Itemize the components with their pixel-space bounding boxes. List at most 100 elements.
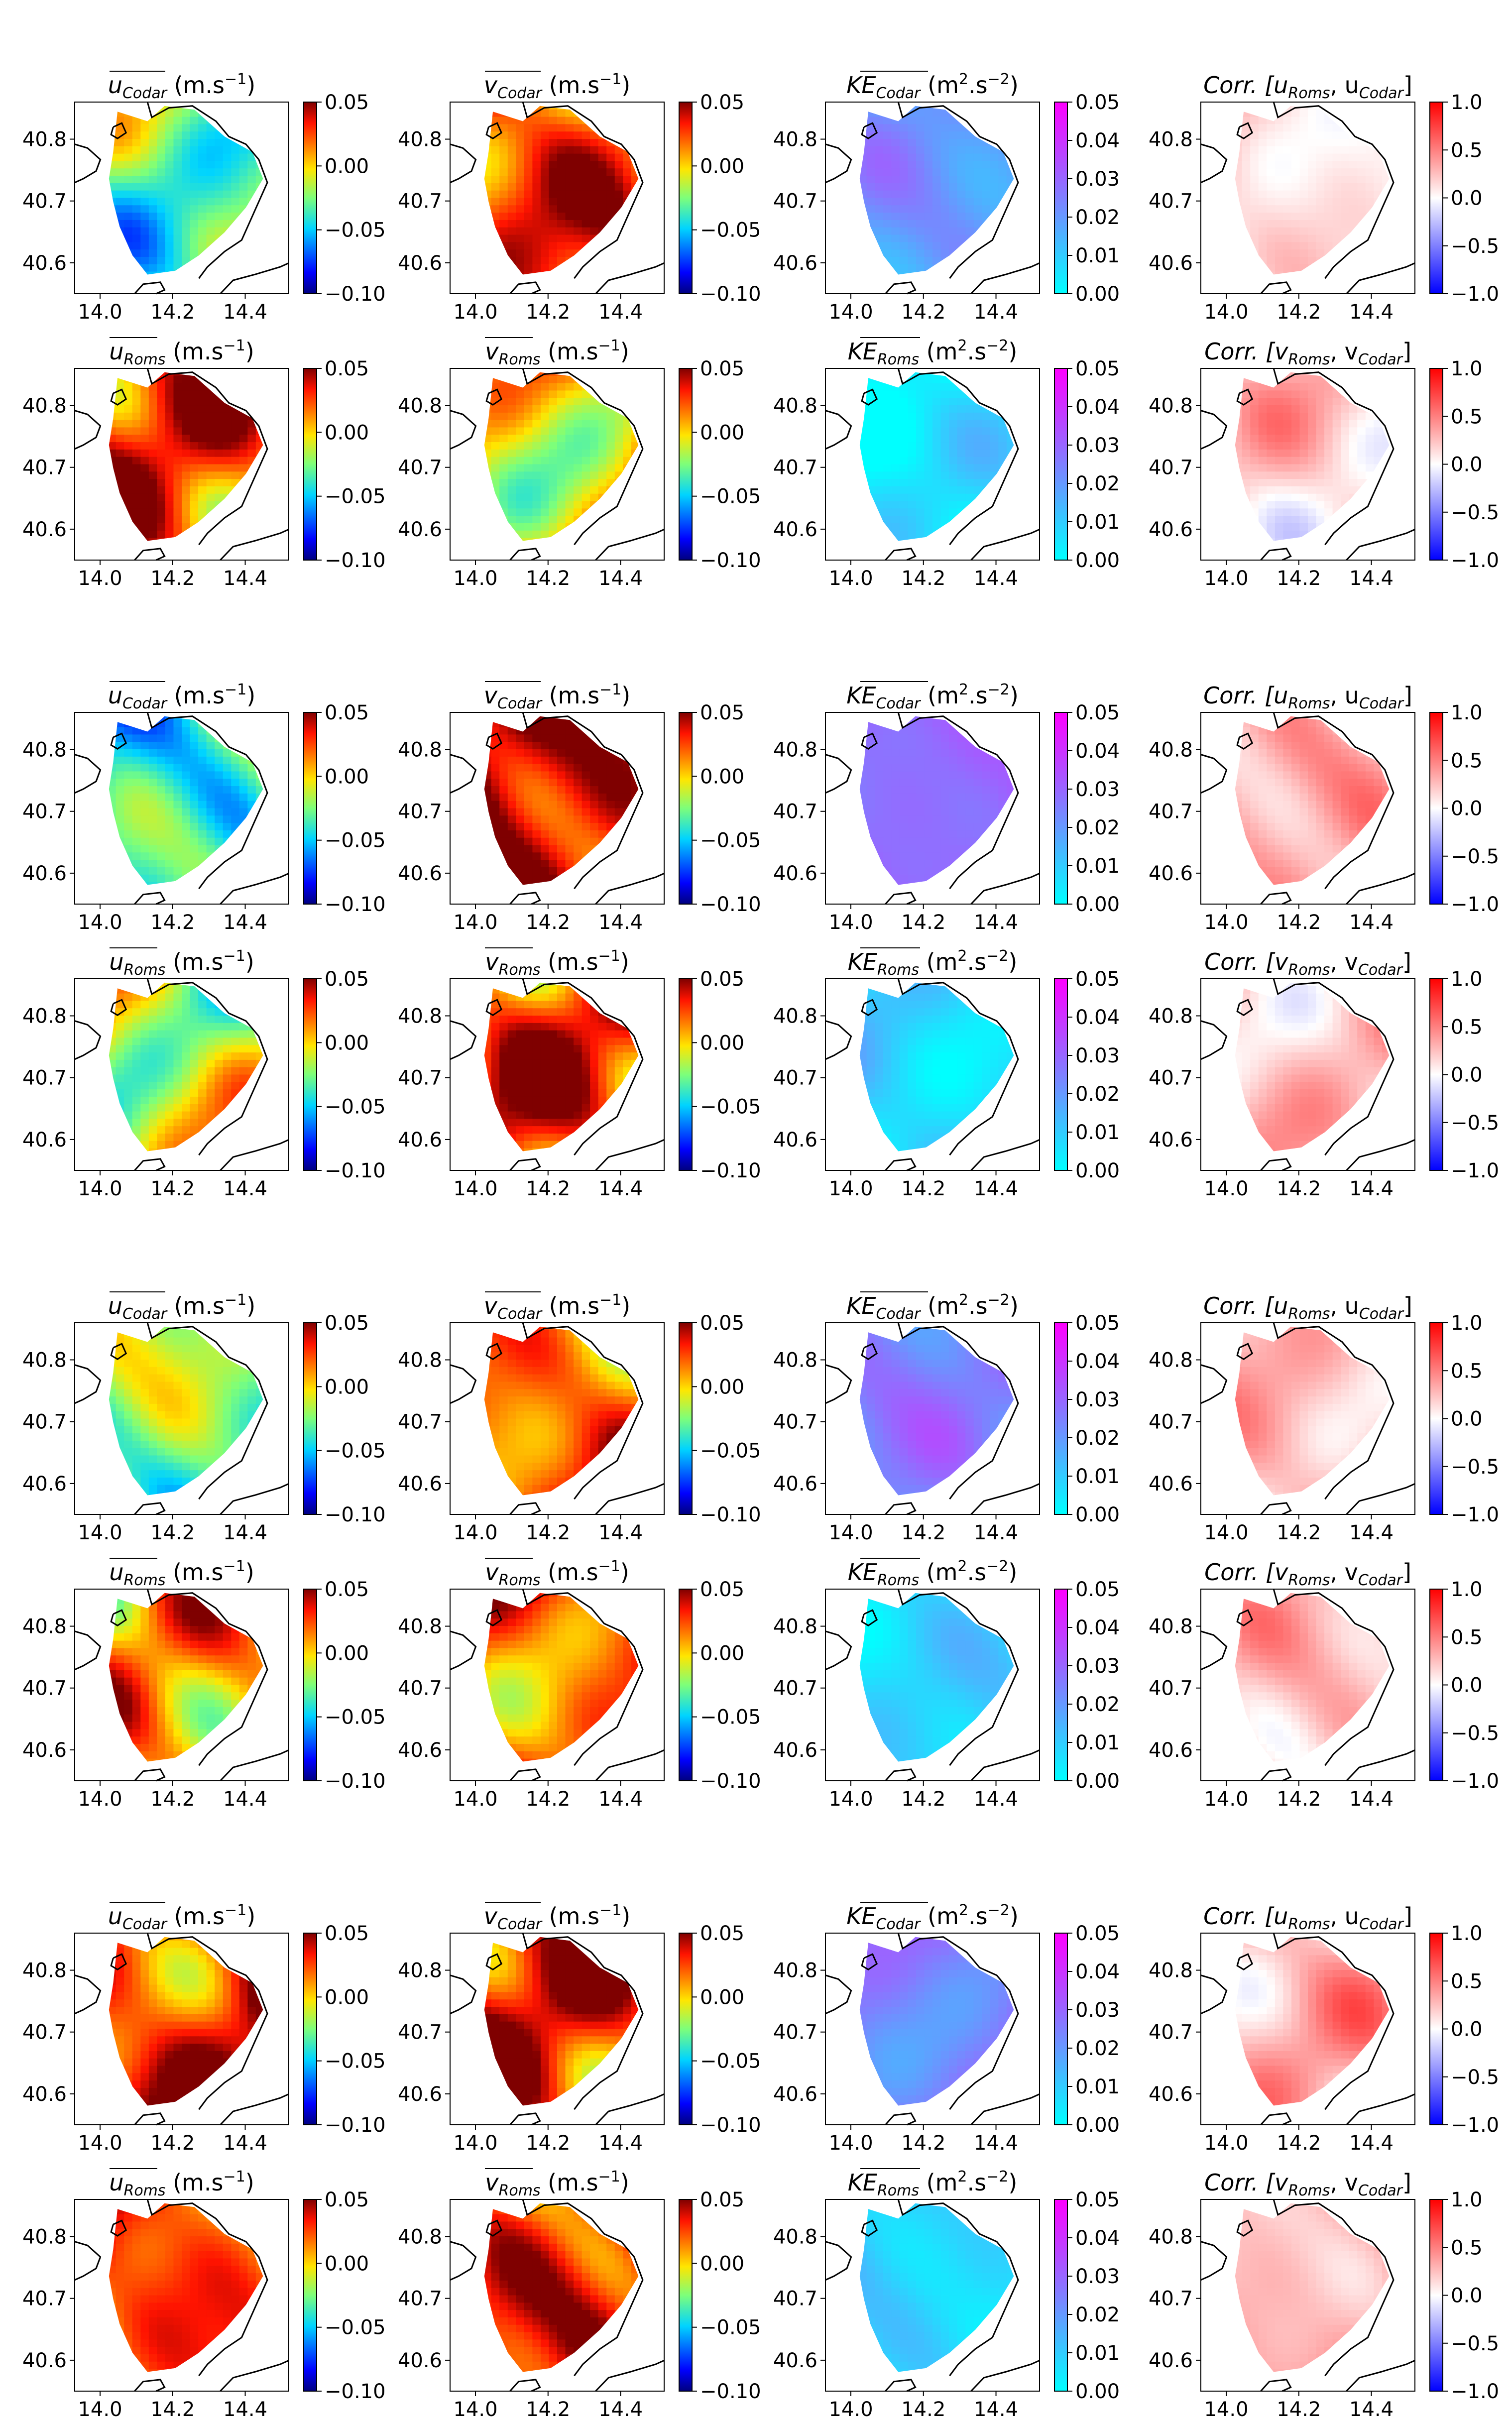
heatmap-cell xyxy=(124,390,133,399)
heatmap-cell xyxy=(499,412,508,421)
heatmap-cell xyxy=(574,198,582,206)
heatmap-cell xyxy=(924,516,933,524)
heatmap-cell xyxy=(899,390,909,399)
heatmap-cell xyxy=(990,213,999,221)
heatmap-cell xyxy=(656,471,664,479)
heatmap-cell xyxy=(908,435,917,443)
heatmap-cell xyxy=(1398,117,1407,125)
panel-title: Corr. [vRoms, vCodar] xyxy=(1204,338,1411,368)
heatmap-cell xyxy=(1349,372,1358,376)
heatmap-cell xyxy=(516,412,525,421)
heatmap-cell xyxy=(499,139,508,147)
heatmap-cell xyxy=(1015,545,1023,553)
heatmap-cell xyxy=(466,390,475,398)
heatmap-cell xyxy=(272,553,281,561)
heatmap-cell xyxy=(83,257,92,265)
heatmap-cell xyxy=(1398,286,1407,294)
heatmap-cell xyxy=(656,198,664,206)
heatmap-cell xyxy=(606,479,615,487)
heatmap-cell xyxy=(924,234,933,243)
heatmap-cell xyxy=(891,264,900,272)
heatmap-cell xyxy=(656,516,664,524)
heatmap-cell xyxy=(255,375,263,384)
heatmap-cell xyxy=(516,553,524,561)
heatmap-cell xyxy=(198,146,207,154)
heatmap-cell xyxy=(264,523,272,531)
heatmap-cell xyxy=(83,235,92,243)
heatmap-cell xyxy=(982,442,991,450)
heatmap-cell xyxy=(1374,256,1383,265)
heatmap-cell xyxy=(1341,220,1350,228)
heatmap-cell xyxy=(883,383,892,391)
heatmap-cell xyxy=(998,168,1007,176)
heatmap-cell xyxy=(459,553,467,561)
heatmap-cell xyxy=(532,198,541,206)
heatmap-cell xyxy=(973,234,983,243)
heatmap-cell xyxy=(124,523,133,531)
heatmap-cell xyxy=(965,449,974,458)
heatmap-cell xyxy=(491,205,500,213)
heatmap-cell xyxy=(1023,124,1032,132)
heatmap-cell xyxy=(973,242,983,250)
heatmap-cell xyxy=(507,405,517,413)
heatmap-cell xyxy=(891,486,900,494)
heatmap-cell xyxy=(1250,279,1259,287)
heatmap-cell xyxy=(998,390,1007,399)
heatmap-cell xyxy=(532,153,541,162)
heatmap-cell xyxy=(450,368,459,376)
heatmap-cell xyxy=(916,545,925,553)
heatmap-cell xyxy=(866,501,876,509)
colorbar-tick-label: 0.03 xyxy=(1075,434,1120,457)
heatmap-cell xyxy=(507,449,517,458)
heatmap-cell xyxy=(598,264,607,272)
heatmap-cell xyxy=(1382,220,1390,228)
heatmap-cell xyxy=(1217,191,1226,199)
heatmap-cell xyxy=(990,545,999,553)
heatmap-cell xyxy=(957,234,966,243)
heatmap-cell xyxy=(949,516,958,524)
heatmap-cell xyxy=(165,427,174,436)
heatmap-cell xyxy=(207,286,215,294)
heatmap-cell xyxy=(499,553,508,561)
heatmap-cell xyxy=(932,109,941,117)
heatmap-cell xyxy=(598,106,607,110)
heatmap-cell xyxy=(866,190,876,199)
heatmap-cell xyxy=(891,249,900,257)
heatmap-cell xyxy=(484,146,492,154)
heatmap-cell xyxy=(623,106,632,110)
heatmap-cell xyxy=(280,545,289,553)
heatmap-cell xyxy=(891,435,900,443)
heatmap-cell xyxy=(1341,213,1350,221)
heatmap-cell xyxy=(466,376,475,384)
heatmap-cell xyxy=(148,249,158,257)
heatmap-cell xyxy=(631,279,640,287)
heatmap-cell xyxy=(891,375,900,384)
heatmap-cell xyxy=(598,420,607,428)
heatmap-cell xyxy=(239,383,248,391)
heatmap-cell xyxy=(532,501,541,509)
heatmap-cell xyxy=(148,213,158,221)
heatmap-cell xyxy=(165,124,174,132)
heatmap-cell xyxy=(100,383,108,391)
section-2009: uCodar (m.s−1)14.0 14.2 14.440.840.740.60.… xyxy=(22,71,1499,590)
heatmap-cell xyxy=(940,523,949,531)
heatmap-cell xyxy=(466,471,475,479)
heatmap-cell xyxy=(1015,427,1023,435)
heatmap-cell xyxy=(1023,479,1032,487)
heatmap-cell xyxy=(491,242,500,250)
heatmap-cell xyxy=(516,161,525,169)
heatmap-cell xyxy=(957,131,966,139)
y-tick-label: 40.8 xyxy=(773,395,817,418)
heatmap-cell xyxy=(466,508,475,516)
heatmap-cell xyxy=(507,220,517,228)
heatmap-cell xyxy=(957,442,966,450)
heatmap-cell xyxy=(973,508,983,516)
heatmap-cell xyxy=(116,146,125,154)
heatmap-cell xyxy=(908,390,917,399)
heatmap-cell xyxy=(116,471,125,479)
heatmap-cell xyxy=(1349,176,1358,184)
heatmap-cell xyxy=(973,220,983,228)
heatmap-cell xyxy=(866,183,876,191)
heatmap-cell xyxy=(247,553,256,561)
heatmap-cell xyxy=(280,450,289,458)
